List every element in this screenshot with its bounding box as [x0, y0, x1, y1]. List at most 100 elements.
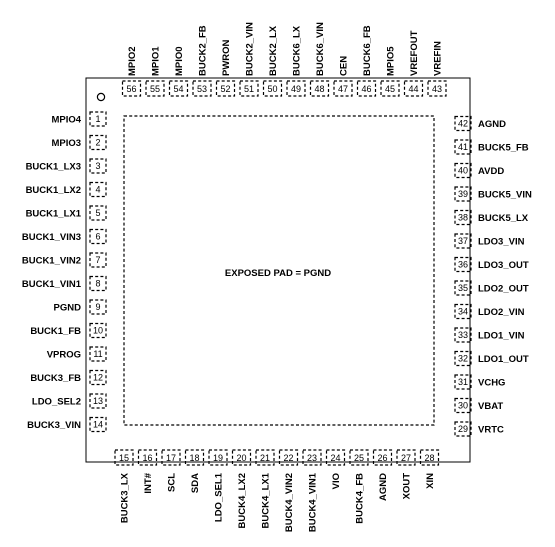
pin-18-number: 18: [189, 453, 199, 463]
pin-32-number: 32: [458, 354, 468, 364]
pin-47-number: 47: [338, 84, 348, 94]
pin-44-number: 44: [408, 84, 418, 94]
pin-30-pad: [454, 397, 472, 414]
pin-43-pad: [427, 80, 447, 97]
pin-37-number: 37: [458, 236, 468, 246]
pin-27-pad: [396, 449, 416, 466]
pin-31-label-vchg: VCHG: [478, 378, 505, 389]
pin-34-pad: [454, 303, 472, 320]
pin-39-label-buck5-vin: BUCK5_VIN: [478, 190, 532, 201]
pin-42-pad: [454, 115, 472, 132]
pin-55-label-mpio1: MPIO1: [151, 46, 162, 76]
pin-7-number: 7: [95, 255, 100, 265]
pin-15-label-buck3-lx: BUCK3_LX: [120, 472, 131, 523]
pin-54-label-mpio0: MPIO0: [174, 46, 185, 76]
package-body: [85, 77, 471, 463]
pin-54-number: 54: [173, 84, 183, 94]
pin-38-label-buck5-lx: BUCK5_LX: [478, 213, 529, 224]
pin-25-label-buck4-fb: BUCK4_FB: [355, 473, 366, 524]
pin-48-label-buck6-vin: BUCK6_VIN: [315, 22, 326, 76]
pin-3-pad: [89, 158, 107, 174]
pin-31-number: 31: [458, 377, 468, 387]
pin-53-label-buck2-fb: BUCK2_FB: [198, 25, 209, 76]
pin-7-label-buck1-vin2: BUCK1_VIN2: [22, 256, 81, 267]
pin-47-pad: [333, 80, 353, 97]
pin-19-number: 19: [213, 453, 223, 463]
pin-2-number: 2: [95, 138, 100, 148]
pin-23-label-buck4-vin1: BUCK4_VIN1: [308, 472, 319, 532]
pin-3-number: 3: [95, 161, 100, 171]
pin-38-number: 38: [458, 213, 468, 223]
pin-19-label-ldo-sel1: LDO_SEL1: [214, 472, 225, 522]
pin-45-number: 45: [385, 84, 395, 94]
pin-27-number: 27: [401, 453, 411, 463]
pin-28-pad: [419, 449, 440, 466]
pin-33-label-ldo1-vin: LDO1_VIN: [478, 331, 525, 342]
pin-9-number: 9: [95, 302, 100, 312]
pin-44-label-vrefout: VREFOUT: [409, 30, 420, 76]
pin-13-number: 13: [93, 396, 103, 406]
pin-16-number: 16: [142, 453, 152, 463]
pin-26-label-agnd: AGND: [378, 473, 389, 501]
pin-41-number: 41: [458, 142, 468, 152]
pin-5-label-buck1-lx1: BUCK1_LX1: [26, 209, 82, 220]
pin-28-label-xin: XIN: [425, 473, 436, 489]
pin-45-pad: [380, 80, 400, 97]
pin-30-number: 30: [458, 401, 468, 411]
pin-49-number: 49: [291, 84, 301, 94]
pin-29-number: 29: [458, 424, 468, 434]
pin-25-number: 25: [354, 453, 364, 463]
pin-12-pad: [89, 369, 107, 386]
pin-52-label-pwron: PWRON: [221, 39, 232, 76]
pin-9-pad: [89, 299, 107, 315]
pin-2-label-mpio3: MPIO3: [51, 138, 81, 149]
pin-14-number: 14: [93, 420, 103, 430]
pin-6-pad: [89, 228, 107, 245]
pin-44-pad: [403, 80, 424, 97]
pin-22-pad: [278, 449, 299, 466]
pin-13-pad: [89, 393, 107, 409]
pin-18-label-sda: SDA: [190, 473, 201, 493]
pin-26-number: 26: [377, 453, 387, 463]
pin-22-number: 22: [283, 453, 293, 463]
pin-42-label-agnd: AGND: [478, 119, 506, 130]
pin-17-label-scl: SCL: [167, 473, 178, 492]
pin-13-label-ldo-sel2: LDO_SEL2: [32, 397, 81, 408]
pin-1-pad: [89, 111, 107, 127]
pin-34-number: 34: [458, 307, 468, 317]
pin-28-number: 28: [424, 453, 434, 463]
pin-8-number: 8: [95, 279, 100, 289]
pin-11-label-vprog: VPROG: [47, 350, 81, 361]
pin-40-pad: [454, 162, 472, 179]
pin-51-number: 51: [244, 84, 254, 94]
pin-53-number: 53: [197, 84, 207, 94]
pin-37-pad: [454, 233, 472, 249]
pin-4-label-buck1-lx2: BUCK1_LX2: [26, 185, 81, 196]
pin-4-pad: [89, 181, 107, 198]
pin-48-pad: [309, 80, 330, 97]
pin-27-label-xout: XOUT: [402, 473, 413, 500]
pin-5-pad: [89, 205, 107, 221]
pin-12-number: 12: [93, 373, 103, 383]
pin-55-pad: [145, 80, 165, 97]
pin-20-label-buck4-lx2: BUCK4_LX2: [237, 473, 248, 528]
pin-40-number: 40: [458, 166, 468, 176]
pin-29-pad: [454, 421, 472, 437]
pin-54-pad: [168, 80, 189, 97]
pin-36-label-ldo3-out: LDO3_OUT: [478, 260, 529, 271]
pin-6-number: 6: [95, 232, 100, 242]
pin-46-number: 46: [361, 84, 371, 94]
pin-20-pad: [231, 449, 252, 466]
pin-17-number: 17: [166, 453, 176, 463]
pin-49-pad: [286, 80, 306, 97]
pin-50-pad: [262, 80, 283, 97]
pin-10-pad: [89, 322, 107, 339]
pin-55-number: 55: [150, 84, 160, 94]
pin-37-label-ldo3-vin: LDO3_VIN: [478, 237, 525, 248]
pin-36-number: 36: [458, 260, 468, 270]
pin-41-label-buck5-fb: BUCK5_FB: [478, 143, 529, 154]
pin-35-label-ldo2-out: LDO2_OUT: [478, 284, 529, 295]
pin-33-number: 33: [458, 330, 468, 340]
